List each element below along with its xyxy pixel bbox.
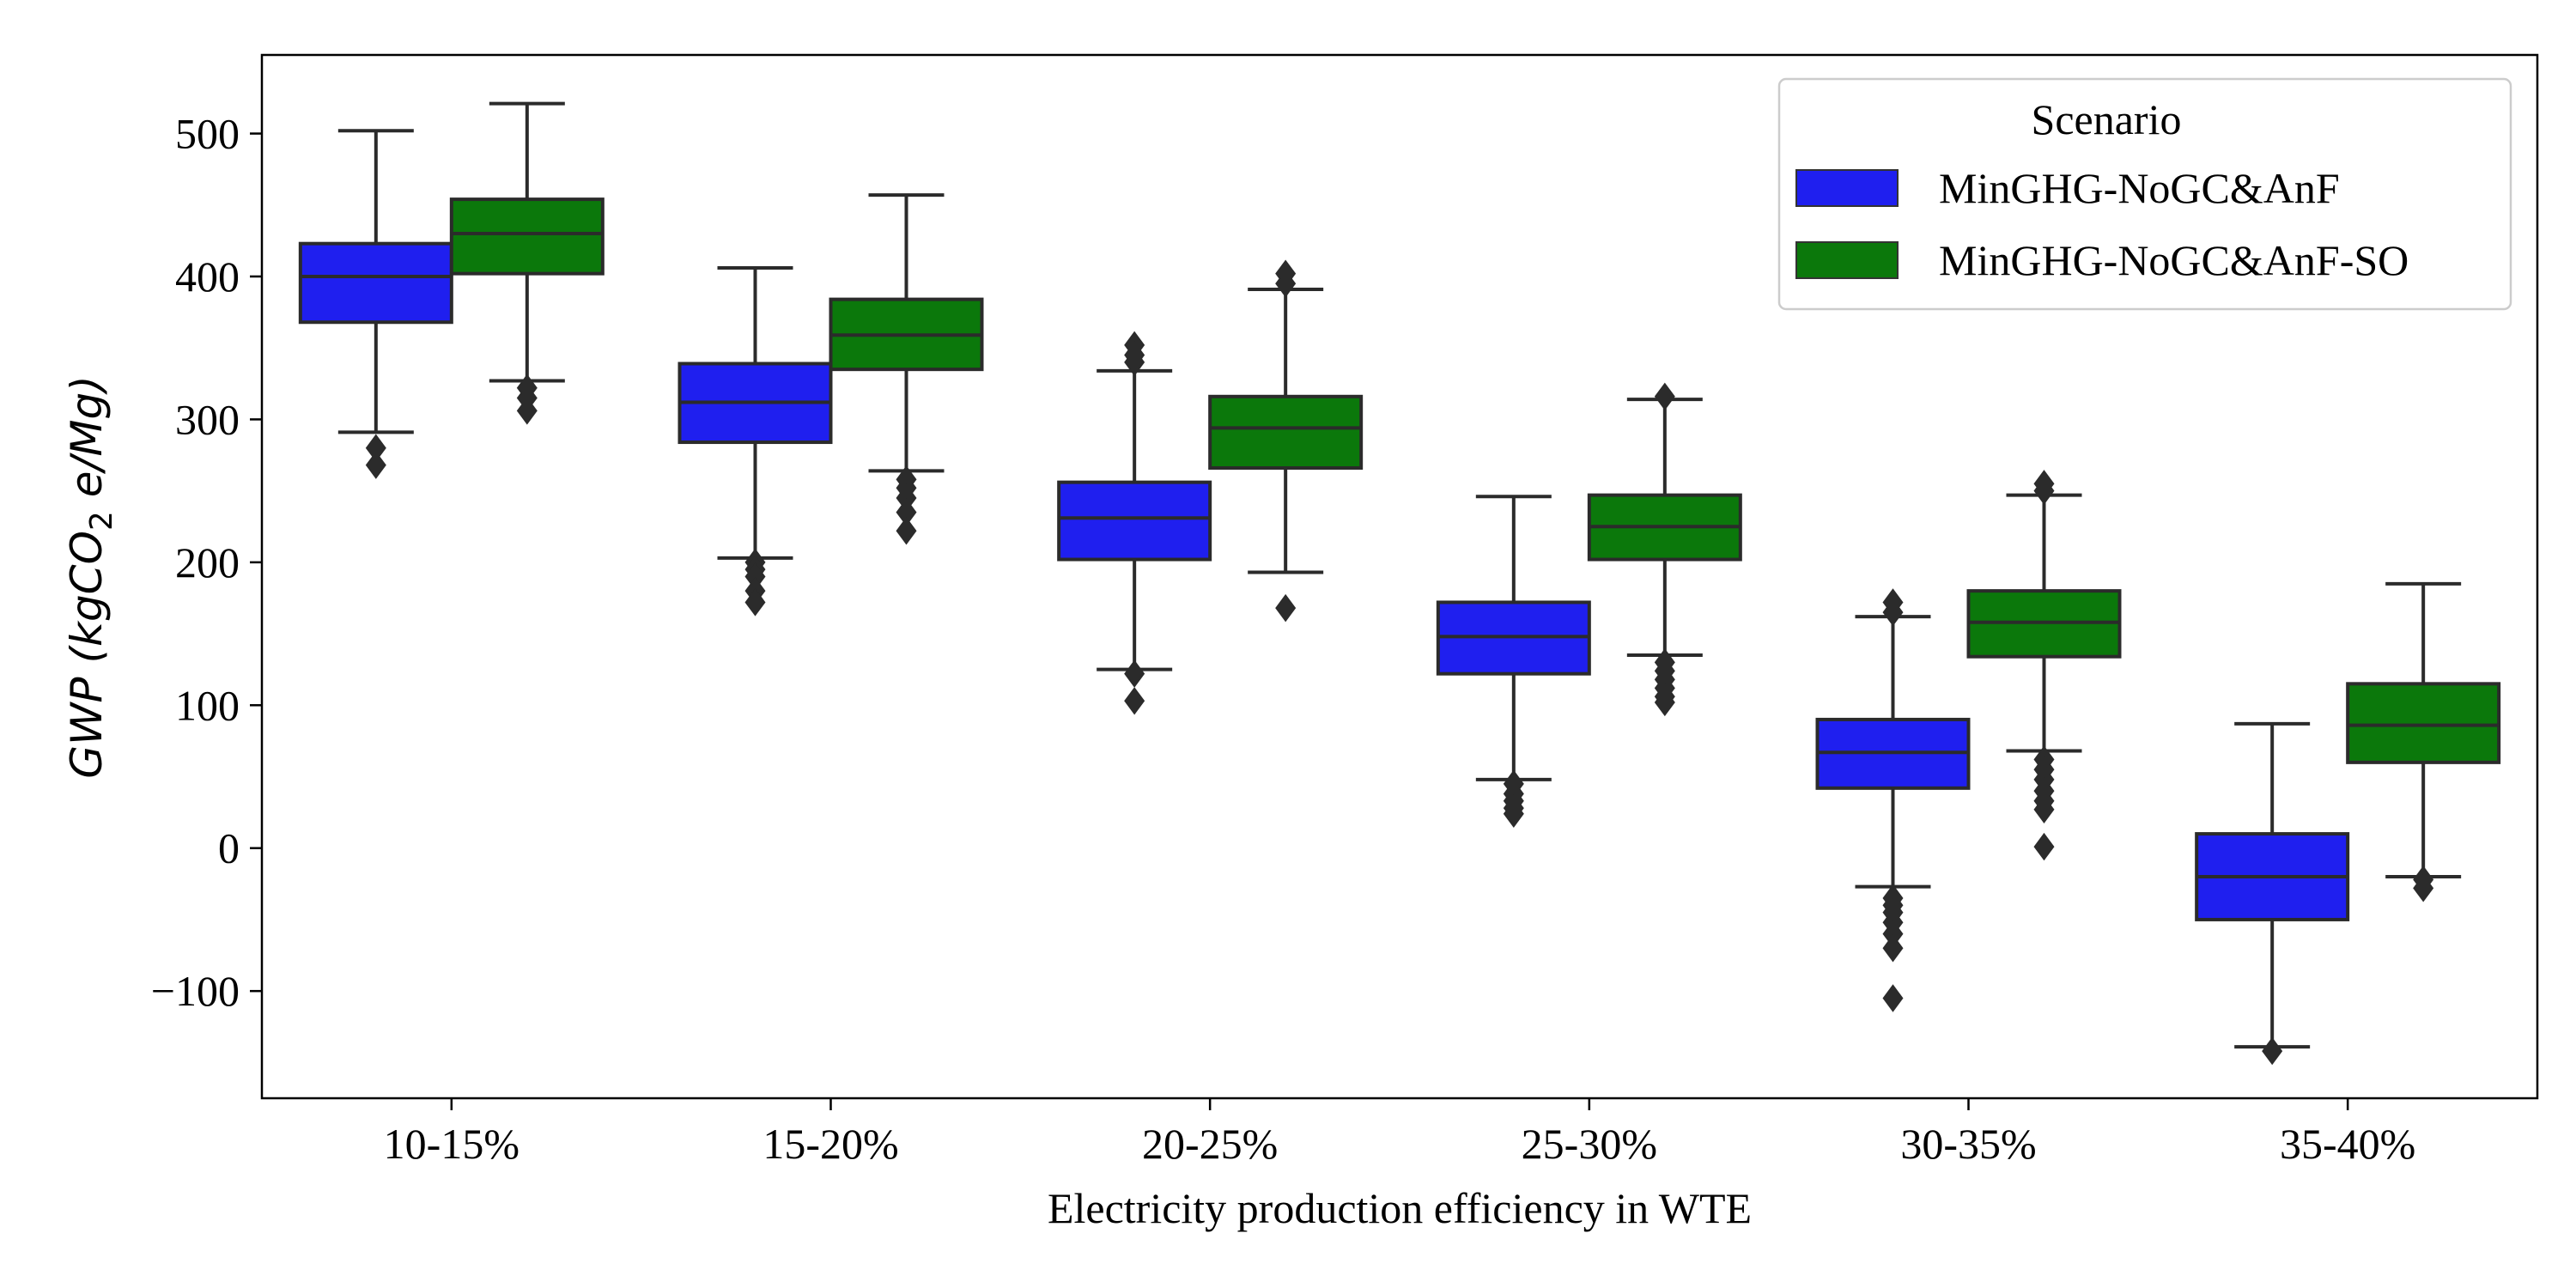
x-tick-label: 10-15%	[384, 1120, 519, 1168]
box-minghg-nogc-anf-1	[677, 265, 833, 617]
box-minghg-nogc-anf-so-2	[1208, 259, 1364, 623]
outlier-point	[2033, 477, 2055, 505]
box-minghg-nogc-anf-3	[1436, 495, 1591, 828]
outlier-point	[1124, 687, 1145, 715]
box-minghg-nogc-anf-so-3	[1587, 382, 1742, 717]
box-iqr	[2346, 682, 2501, 764]
outlier-point	[896, 483, 917, 513]
outlier-point	[1275, 270, 1297, 298]
outlier-point	[896, 498, 917, 526]
outlier-point	[1882, 934, 1904, 963]
box-iqr	[298, 241, 453, 325]
box-iqr	[1057, 480, 1212, 562]
box-minghg-nogc-anf-2	[1057, 331, 1212, 715]
box-iqr	[1208, 394, 1364, 471]
x-tick-label: 20-25%	[1142, 1120, 1278, 1168]
y-tick-label: −100	[151, 967, 240, 1015]
box-minghg-nogc-anf-so-4	[1966, 470, 2122, 861]
outlier-point	[744, 562, 766, 591]
legend-swatch-minghg-nogc-anf	[1795, 169, 1899, 207]
x-axis: 10-15% 15-20% 20-25% 25-30% 30-35% 35-40%	[384, 1098, 2415, 1168]
x-tick-label: 15-20%	[762, 1120, 898, 1168]
y-axis: 500 400 300 200 100 0 −100	[151, 110, 262, 1015]
outlier-point	[1275, 593, 1297, 623]
box-minghg-nogc-anf-so-0	[449, 101, 605, 425]
x-tick-label: 25-30%	[1522, 1120, 1657, 1168]
box-minghg-nogc-anf-so-5	[2346, 581, 2501, 902]
y-tick-label: 0	[218, 824, 240, 872]
legend-swatch-minghg-nogc-anf-so	[1795, 241, 1899, 279]
outlier-point	[1124, 348, 1145, 377]
x-tick-label: 30-35%	[1900, 1120, 2036, 1168]
box-minghg-nogc-anf-5	[2195, 721, 2350, 1066]
outlier-point	[2033, 832, 2055, 861]
x-tick-label: 35-40%	[2280, 1120, 2415, 1168]
outlier-point	[365, 434, 386, 462]
outlier-point	[1124, 659, 1145, 688]
box-iqr	[449, 197, 605, 276]
y-tick-label: 100	[175, 681, 240, 729]
outlier-point	[1882, 598, 1904, 627]
plot-frame	[260, 53, 2539, 1100]
legend-frame	[1777, 77, 2512, 311]
legend-label-minghg-nogc-anf-so: MinGHG-NoGC&AnF-SO	[1939, 236, 2409, 284]
outlier-point	[2262, 1036, 2283, 1066]
box-minghg-nogc-anf-0	[298, 129, 453, 479]
legend-label-minghg-nogc-anf: MinGHG-NoGC&AnF	[1939, 164, 2340, 212]
box-minghg-nogc-anf-so-1	[829, 193, 984, 545]
y-axis-label: GWP (kgCO2 e/Mg)	[62, 375, 119, 779]
x-axis-label: Electricity production efficiency in WTE	[1048, 1184, 1752, 1232]
outlier-point	[1654, 688, 1675, 717]
outlier-point	[2033, 795, 2055, 823]
outlier-point	[1882, 984, 1904, 1012]
y-tick-label: 400	[175, 252, 240, 301]
outlier-point	[2413, 874, 2434, 902]
y-tick-label: 300	[175, 395, 240, 443]
y-tick-label: 500	[175, 110, 240, 158]
outlier-point	[1503, 799, 1524, 828]
legend-title: Scenario	[2032, 95, 2182, 143]
outlier-point	[516, 397, 538, 425]
plot-area	[298, 101, 2501, 1066]
legend: Scenario MinGHG-NoGC&AnF MinGHG-NoGC&AnF…	[1777, 77, 2512, 311]
y-tick-label: 200	[175, 538, 240, 586]
outlier-point	[365, 451, 386, 479]
outlier-point	[744, 588, 766, 617]
outlier-point	[1882, 920, 1904, 948]
outlier-point	[1654, 382, 1675, 410]
outlier-point	[896, 517, 917, 545]
box-minghg-nogc-anf-4	[1815, 588, 1971, 1012]
